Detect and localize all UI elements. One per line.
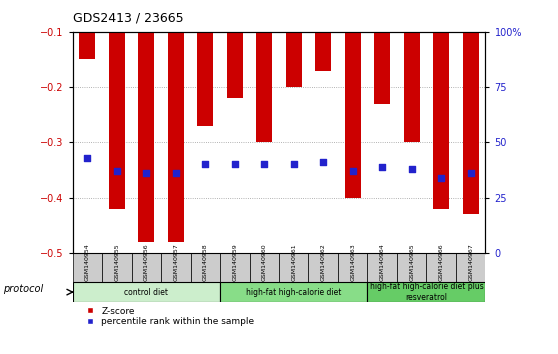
Text: GSM140959: GSM140959 [232, 244, 237, 281]
Bar [338, 253, 368, 282]
Bar [190, 253, 220, 282]
Text: GSM140960: GSM140960 [262, 244, 267, 281]
Text: GDS2413 / 23665: GDS2413 / 23665 [73, 12, 183, 25]
Bar [286, 32, 302, 87]
Text: GSM140963: GSM140963 [350, 244, 355, 281]
Bar [249, 253, 279, 282]
Bar [79, 32, 95, 59]
Bar [227, 32, 243, 98]
Text: protocol: protocol [3, 284, 43, 293]
Bar [309, 253, 338, 282]
Bar [403, 32, 420, 142]
Bar [433, 32, 449, 209]
Bar [368, 253, 397, 282]
Bar [220, 253, 249, 282]
Bar [374, 32, 391, 104]
Point [201, 162, 210, 167]
Text: GSM140961: GSM140961 [291, 244, 296, 281]
Bar [368, 282, 485, 302]
Bar [167, 32, 184, 242]
Text: high-fat high-calorie diet plus
resveratrol: high-fat high-calorie diet plus resverat… [369, 282, 483, 302]
Bar [220, 282, 368, 302]
Text: GSM140954: GSM140954 [85, 244, 90, 281]
Bar [456, 253, 485, 282]
Point [407, 166, 416, 172]
Point [142, 170, 151, 176]
Bar [397, 253, 426, 282]
Text: control diet: control diet [124, 287, 169, 297]
Point [289, 162, 298, 167]
Bar [161, 253, 190, 282]
Legend: Z-score, percentile rank within the sample: Z-score, percentile rank within the samp… [77, 303, 258, 330]
Text: GSM140965: GSM140965 [409, 244, 414, 281]
Bar [102, 253, 132, 282]
Bar [197, 32, 213, 126]
Text: GSM140966: GSM140966 [439, 244, 444, 281]
Bar [426, 253, 456, 282]
Point [171, 170, 180, 176]
Text: GSM140958: GSM140958 [203, 244, 208, 281]
Bar [345, 32, 361, 198]
Text: GSM140955: GSM140955 [114, 244, 119, 281]
Text: GSM140956: GSM140956 [144, 244, 149, 281]
Point [230, 162, 239, 167]
Text: GSM140962: GSM140962 [321, 244, 326, 281]
Bar [315, 32, 331, 70]
Text: GSM140957: GSM140957 [174, 244, 178, 281]
Point [319, 159, 328, 165]
Point [83, 155, 92, 161]
Point [260, 162, 269, 167]
Bar [138, 32, 155, 242]
Bar [73, 253, 102, 282]
Point [348, 168, 357, 174]
Text: high-fat high-calorie diet: high-fat high-calorie diet [246, 287, 341, 297]
Point [112, 168, 121, 174]
Point [378, 164, 387, 170]
Bar [132, 253, 161, 282]
Bar [256, 32, 272, 142]
Point [466, 170, 475, 176]
Point [437, 175, 446, 181]
Bar [463, 32, 479, 214]
Text: GSM140964: GSM140964 [380, 244, 384, 281]
Bar [279, 253, 309, 282]
Bar [73, 282, 220, 302]
Text: GSM140967: GSM140967 [468, 244, 473, 281]
Bar [109, 32, 125, 209]
